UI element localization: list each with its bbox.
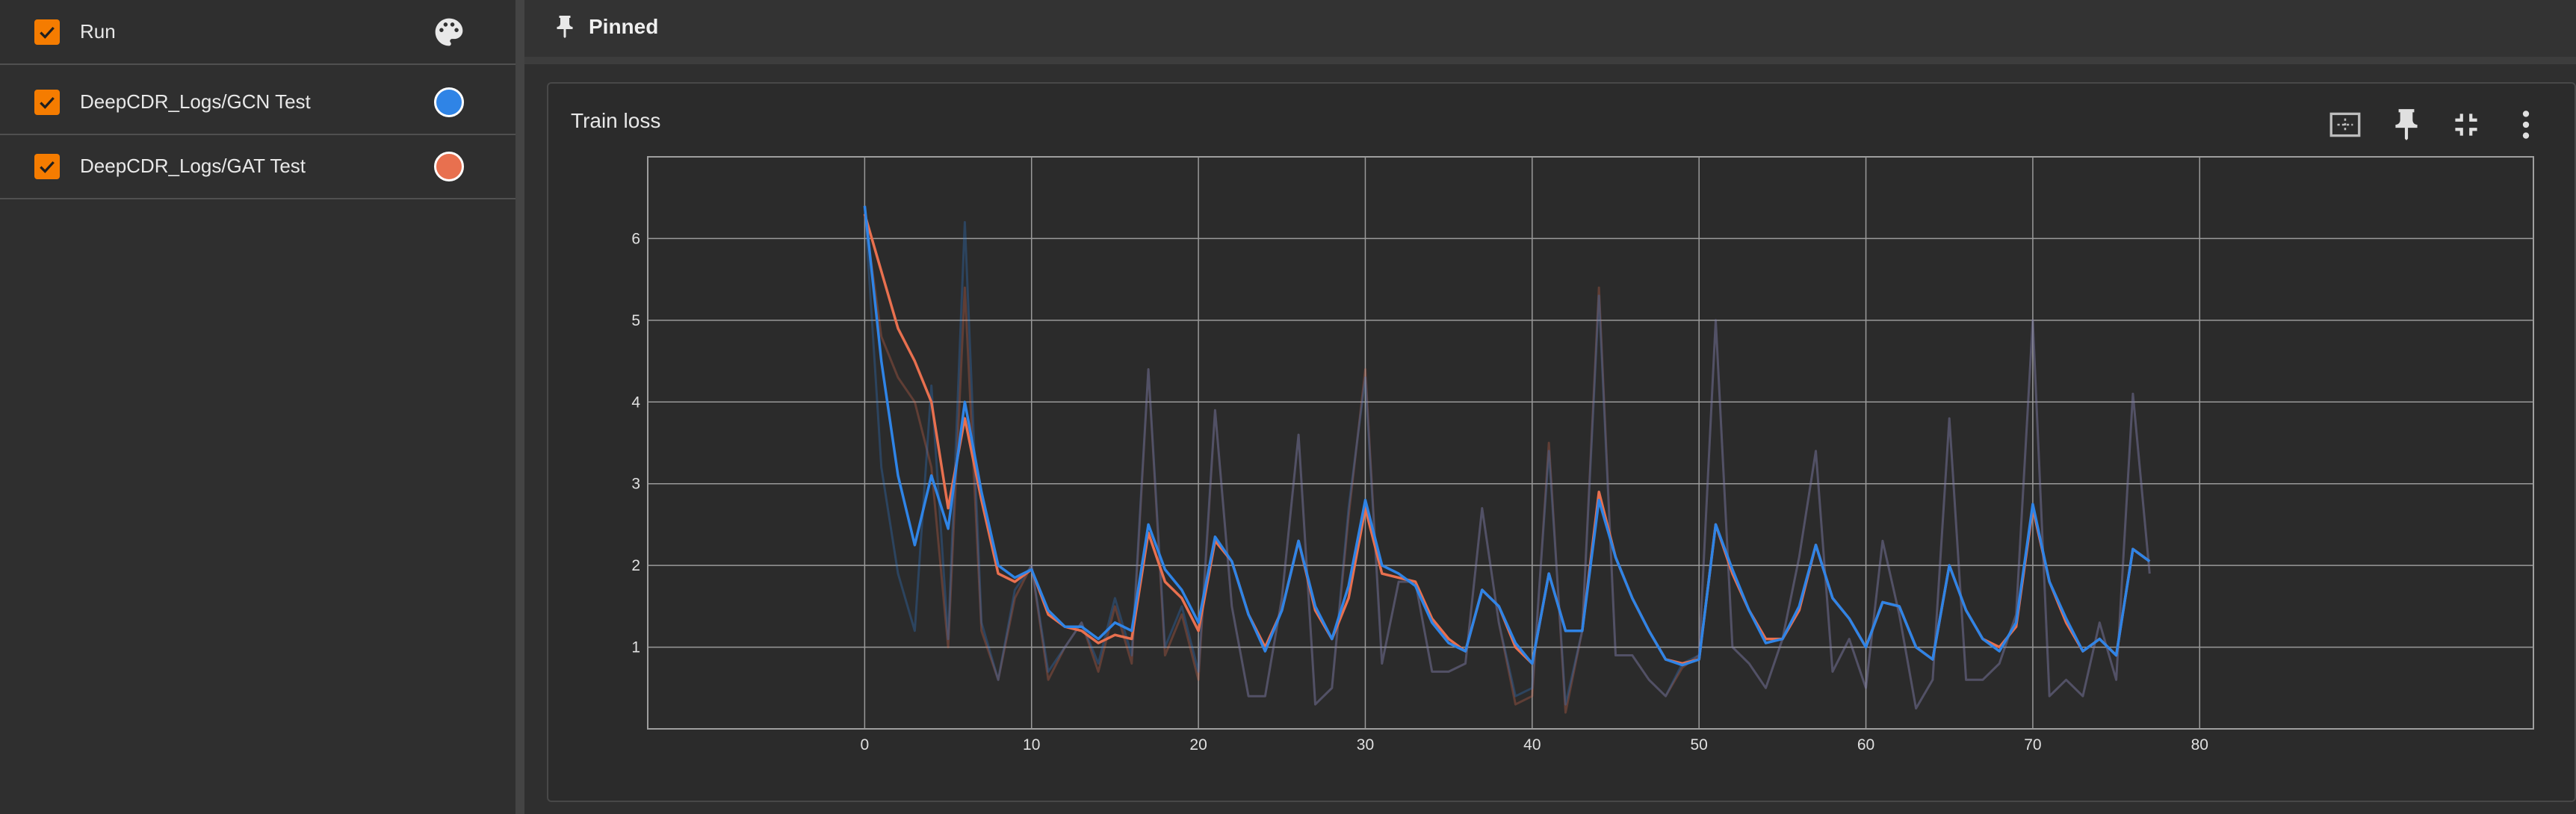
- sidebar-resize-handle[interactable]: [515, 0, 524, 814]
- x-tick-label: 60: [1857, 736, 1874, 754]
- x-tick-label: 20: [1189, 736, 1207, 754]
- run-row-gcn[interactable]: DeepCDR_Logs/GCN Test: [0, 70, 515, 135]
- runs-header-row: Run: [0, 0, 515, 65]
- run-color-swatch-gat[interactable]: [434, 152, 464, 181]
- loss-chart[interactable]: 0 10 20 30 40 50 60 70 80 1 2 3 4 5 6: [548, 84, 2575, 801]
- palette-icon[interactable]: [433, 16, 465, 49]
- check-icon: [37, 93, 57, 112]
- y-tick-label: 4: [631, 394, 640, 411]
- x-tick-label: 70: [2024, 736, 2041, 754]
- y-tick-label: 2: [631, 557, 640, 574]
- run-checkbox-gat[interactable]: [34, 154, 60, 179]
- pinned-title: Pinned: [589, 15, 658, 39]
- y-tick-label: 5: [631, 312, 640, 329]
- select-all-checkbox[interactable]: [34, 19, 60, 45]
- main-panel: Pinned Train loss 0 10 20 30 40 50 60 70 80 1 2 3 4 5…: [524, 0, 2576, 814]
- x-tick-label: 0: [861, 736, 870, 754]
- x-tick-label: 80: [2191, 736, 2208, 754]
- run-color-swatch-gcn[interactable]: [434, 87, 464, 117]
- x-tick-label: 40: [1523, 736, 1541, 754]
- check-icon: [37, 22, 57, 42]
- scalar-card: Train loss 0 10 20 30 40 50 60 70 80 1 2 3 4 5 6: [547, 82, 2576, 802]
- run-label-gat: DeepCDR_Logs/GAT Test: [80, 155, 306, 178]
- runs-sidebar: Run DeepCDR_Logs/GCN Test DeepCDR_Logs/G…: [0, 0, 515, 814]
- pin-icon: [551, 12, 578, 42]
- check-icon: [37, 157, 57, 176]
- pinned-section-header: Pinned: [524, 0, 2576, 64]
- run-column-label: Run: [80, 20, 116, 43]
- x-tick-label: 10: [1023, 736, 1040, 754]
- run-label-gcn: DeepCDR_Logs/GCN Test: [80, 90, 311, 114]
- x-tick-label: 50: [1691, 736, 1708, 754]
- y-tick-label: 6: [631, 230, 640, 247]
- y-tick-label: 3: [631, 476, 640, 493]
- y-tick-label: 1: [631, 639, 640, 656]
- run-checkbox-gcn[interactable]: [34, 90, 60, 115]
- run-row-gat[interactable]: DeepCDR_Logs/GAT Test: [0, 134, 515, 199]
- x-tick-label: 30: [1357, 736, 1374, 754]
